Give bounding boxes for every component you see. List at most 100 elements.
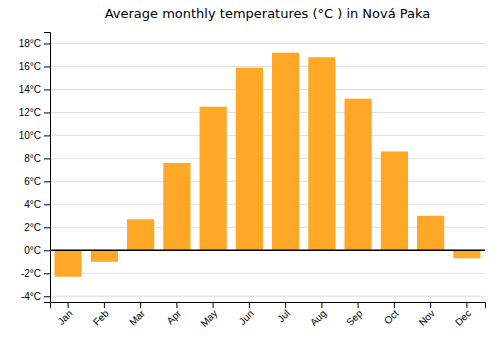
x-tick-mark <box>68 302 69 308</box>
bar <box>417 216 444 250</box>
grid-line <box>50 89 485 90</box>
grid-line <box>50 112 485 113</box>
y-tick: 16°C <box>19 61 50 72</box>
y-tick: 12°C <box>19 107 50 118</box>
x-tick-label: Aug <box>308 308 328 328</box>
x-tick: Aug <box>308 302 328 328</box>
grid-line <box>50 43 485 44</box>
y-tick-mark <box>44 66 50 67</box>
y-tick-label: 12°C <box>19 107 41 118</box>
bar <box>308 57 335 250</box>
chart: Average monthly temperatures (°C ) in No… <box>0 0 500 350</box>
x-tick-mark <box>176 302 177 308</box>
bar <box>200 107 227 251</box>
x-tick: Feb <box>91 302 111 328</box>
x-tick-mark <box>140 302 141 308</box>
x-tick-mark <box>104 302 105 308</box>
y-tick-mark <box>44 273 50 274</box>
x-tick-mark <box>466 302 467 308</box>
bar <box>381 151 408 250</box>
grid <box>50 43 485 296</box>
bar <box>91 250 118 261</box>
x-tick: Oct <box>382 302 401 326</box>
y-tick: 4°C <box>24 199 50 210</box>
y-tick: 0°C <box>24 245 50 256</box>
y-tick: 18°C <box>19 38 50 49</box>
x-tick-mark <box>285 302 286 308</box>
y-tick-label: 4°C <box>24 199 41 210</box>
x-tick-mark <box>358 302 359 308</box>
x-tick: Jun <box>237 302 256 327</box>
y-tick-label: 8°C <box>24 153 41 164</box>
x-tick-label: Sep <box>344 307 365 328</box>
y-tick-label: -4°C <box>21 291 41 302</box>
y-tick-label: 18°C <box>19 38 41 49</box>
y-tick: 10°C <box>19 130 50 141</box>
x-tick: Apr <box>164 302 183 326</box>
y-tick: 6°C <box>24 176 50 187</box>
y-tick: -2°C <box>21 268 50 279</box>
y-tick-mark <box>44 89 50 90</box>
bars <box>55 53 481 277</box>
x-tick-mark <box>394 302 395 308</box>
x-tick-label: Jul <box>275 308 292 325</box>
x-tick: Jul <box>275 302 292 324</box>
bar <box>163 163 190 250</box>
grid-line <box>50 296 485 297</box>
x-axis-line <box>51 303 486 309</box>
y-tick-label: 14°C <box>19 84 41 95</box>
x-tick-mark <box>249 302 250 308</box>
x-tick-label: May <box>198 308 219 329</box>
y-tick: 2°C <box>24 222 50 233</box>
grid-line <box>50 158 485 159</box>
x-tick-label: Oct <box>382 308 401 327</box>
y-tick-mark <box>44 296 50 297</box>
y-tick-mark <box>44 204 50 205</box>
bar <box>272 53 299 251</box>
y-tick-label: 0°C <box>24 245 41 256</box>
x-tick-label: Jun <box>237 308 256 327</box>
grid-line <box>50 66 485 67</box>
x-tick: May <box>198 302 219 329</box>
x-tick-label: Apr <box>164 307 183 326</box>
y-tick-label: 10°C <box>19 130 41 141</box>
x-axis: Jan Feb Mar Apr May Jun Jul Aug Sep Oct Nov Dec <box>51 302 486 329</box>
x-tick-mark <box>430 302 431 308</box>
y-tick-label: 6°C <box>24 176 41 187</box>
y-tick-label: -2°C <box>21 268 41 279</box>
x-tick-label: Mar <box>127 307 147 327</box>
y-tick-label: 2°C <box>24 222 41 233</box>
grid-line <box>50 204 485 205</box>
x-tick: Nov <box>417 302 437 328</box>
x-tick: Dec <box>453 302 473 328</box>
y-tick-mark <box>44 112 50 113</box>
x-tick-label: Jan <box>55 308 74 327</box>
y-tick: -4°C <box>21 291 50 302</box>
x-tick: Mar <box>127 302 147 328</box>
bar <box>345 99 372 251</box>
y-tick-mark <box>44 250 50 251</box>
zero-line <box>50 250 485 252</box>
x-tick: Sep <box>344 302 365 328</box>
bar <box>453 250 480 258</box>
grid-line <box>50 250 485 251</box>
x-tick-mark <box>321 302 322 308</box>
y-tick: 8°C <box>24 153 50 164</box>
y-tick-mark <box>44 43 50 44</box>
bar <box>236 68 263 251</box>
bar <box>55 250 82 276</box>
y-tick-mark <box>44 135 50 136</box>
y-axis: -4°C -2°C 0°C 2°C 4°C 6°C 8°C 10°C 12°C 14°C 16°C 1… <box>19 33 51 303</box>
bar <box>127 219 154 250</box>
y-tick: 14°C <box>19 84 50 95</box>
x-tick-label: Feb <box>91 307 111 327</box>
title: Average monthly temperatures (°C ) in No… <box>105 6 431 21</box>
y-tick-label: 16°C <box>19 61 41 72</box>
y-tick-mark <box>44 181 50 182</box>
plot: -4°C -2°C 0°C 2°C 4°C 6°C 8°C 10°C 12°C 14°C 16°C 1… <box>19 33 486 329</box>
x-tick-mark <box>213 302 214 308</box>
x-tick-label: Nov <box>417 308 437 328</box>
y-tick-mark <box>44 227 50 228</box>
x-tick-label: Dec <box>453 308 473 328</box>
grid-line <box>50 135 485 136</box>
